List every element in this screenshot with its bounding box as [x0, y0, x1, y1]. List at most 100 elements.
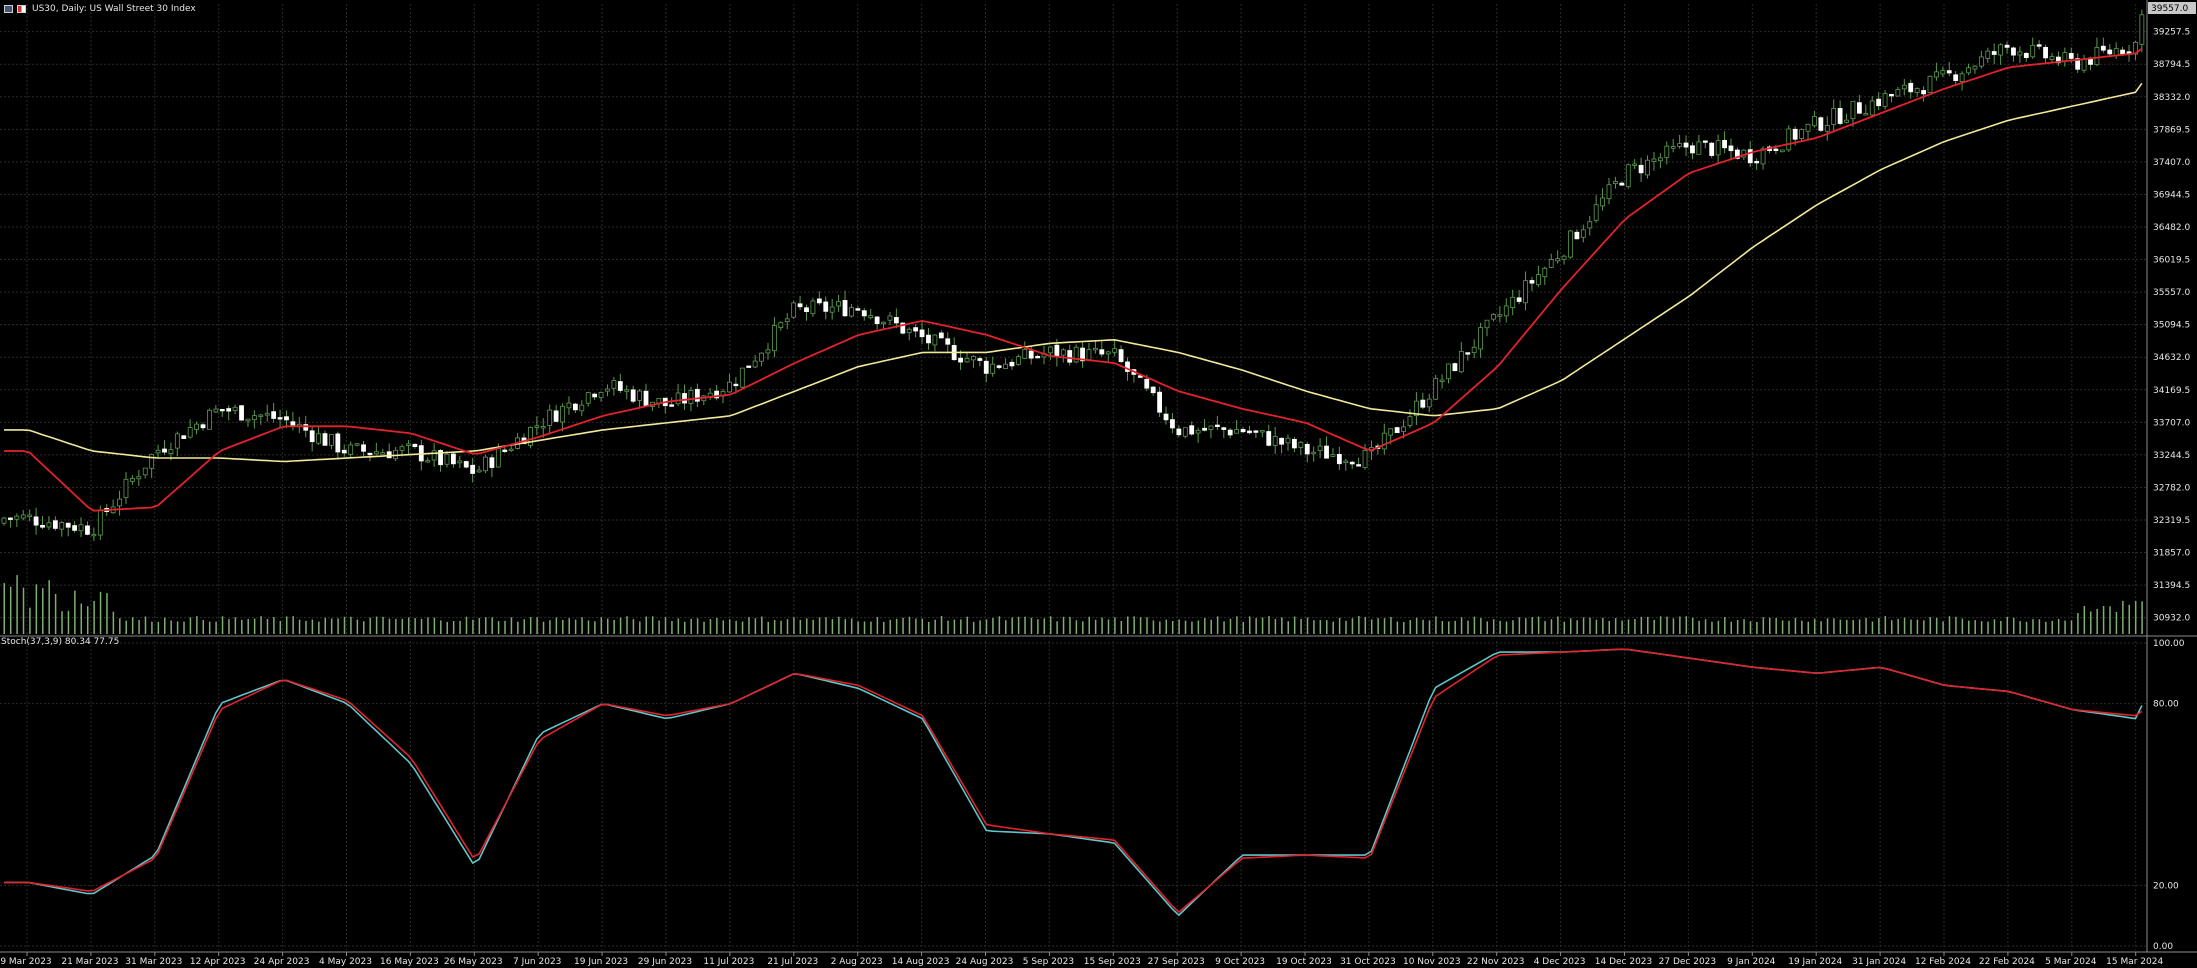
candle-body	[502, 449, 508, 452]
volume-bar	[42, 588, 44, 634]
volume-bar	[1146, 617, 1148, 634]
time-axis-label: 15 Sep 2023	[1084, 957, 1141, 967]
candle-body	[1247, 430, 1252, 434]
volume-bar	[1075, 620, 1078, 634]
candle-body	[329, 434, 334, 446]
volume-bar	[157, 621, 160, 634]
candle-body	[200, 424, 206, 429]
candle-body	[123, 478, 129, 498]
candle-body	[444, 453, 450, 465]
volume-bar	[574, 619, 577, 634]
volume-bar	[1865, 617, 1867, 634]
volume-bar	[1525, 618, 1527, 634]
candle-body	[470, 464, 476, 474]
volume-bar	[452, 621, 455, 634]
candle-body	[2139, 14, 2145, 45]
candle-body	[1093, 347, 1098, 351]
volume-bar	[1204, 618, 1206, 634]
volume-bar	[164, 617, 166, 634]
volume-bar	[1255, 618, 1257, 634]
candle-body	[463, 461, 469, 468]
candle-body	[20, 514, 26, 519]
volume-bar	[9, 586, 12, 634]
candle-body	[1754, 160, 1760, 164]
volume-bar	[1711, 621, 1713, 634]
candle-body	[78, 524, 84, 532]
price-axis-label: 33244.5	[2153, 451, 2190, 461]
chart-header: US30, Daily: US Wall Street 30 Index	[4, 2, 196, 15]
candle-body	[1683, 142, 1689, 148]
candle-body	[245, 418, 251, 422]
candle-body	[1889, 93, 1894, 97]
candle-body	[1690, 145, 1695, 154]
candle-body	[1587, 221, 1593, 229]
candle-body	[1195, 429, 1201, 434]
candle-body	[624, 389, 630, 392]
candle-body	[65, 522, 71, 528]
volume-bar	[850, 618, 853, 634]
volume-bar	[1377, 618, 1379, 634]
candle-body	[1728, 145, 1734, 152]
candle-body	[129, 477, 135, 482]
volume-bar	[1011, 617, 1013, 634]
volume-bar	[1935, 617, 1938, 634]
volume-bar	[196, 616, 198, 634]
candle-body	[303, 424, 309, 431]
volume-bar	[1332, 621, 1334, 634]
volume-bar	[1460, 617, 1463, 634]
candle-body	[1715, 140, 1721, 156]
volume-bar	[1300, 618, 1302, 634]
volume-bar	[1281, 617, 1283, 634]
candle-body	[932, 334, 938, 346]
volume-bar	[1621, 620, 1623, 634]
candle-body	[1619, 182, 1625, 186]
candle-body	[194, 423, 200, 430]
price-axis-label: 38794.5	[2153, 60, 2190, 70]
candle-body	[566, 402, 572, 409]
candle-body	[59, 522, 65, 530]
volume-bar	[1005, 620, 1007, 634]
price-axis-label: 31857.0	[2153, 549, 2190, 559]
candle-body	[2081, 59, 2087, 71]
volume-bar	[555, 617, 558, 634]
volume-bar	[1884, 616, 1887, 634]
volume-bar	[324, 617, 326, 634]
volume-bar	[870, 621, 872, 634]
candle-body	[1657, 157, 1663, 162]
candle-body	[386, 451, 392, 459]
candle-body	[868, 315, 874, 318]
volume-bar	[86, 606, 89, 634]
candle-body	[2023, 52, 2029, 59]
volume-bar	[1775, 618, 1777, 634]
volume-bar	[863, 621, 866, 634]
volume-bar	[1743, 619, 1745, 634]
volume-bar	[1634, 618, 1636, 634]
candle-body	[1677, 143, 1683, 147]
time-axis-label: 22 Nov 2023	[1467, 957, 1525, 967]
volume-bar	[1980, 621, 1983, 634]
volume-bar	[375, 616, 378, 634]
candle-body	[2120, 49, 2126, 55]
candle-body	[1157, 391, 1162, 413]
candle-body	[540, 426, 546, 429]
volume-bar	[433, 617, 436, 634]
volume-bar	[908, 616, 911, 634]
candle-body	[149, 454, 155, 469]
candle-body	[1137, 375, 1143, 378]
volume-bar	[1890, 620, 1893, 634]
candle-body	[752, 360, 758, 368]
candle-body	[1099, 349, 1105, 355]
window-icon[interactable]	[4, 4, 13, 13]
volume-bar	[2025, 621, 2028, 634]
volume-bar	[16, 575, 18, 634]
volume-bar	[2141, 601, 2143, 634]
volume-bar	[1550, 619, 1553, 634]
volume-bar	[1955, 616, 1957, 634]
candle-body	[1542, 267, 1548, 278]
candle-body	[617, 381, 623, 391]
volume-bar	[844, 619, 847, 634]
volume-bar	[1403, 621, 1405, 634]
candle-body	[1292, 438, 1297, 449]
volume-bar	[1139, 617, 1142, 634]
